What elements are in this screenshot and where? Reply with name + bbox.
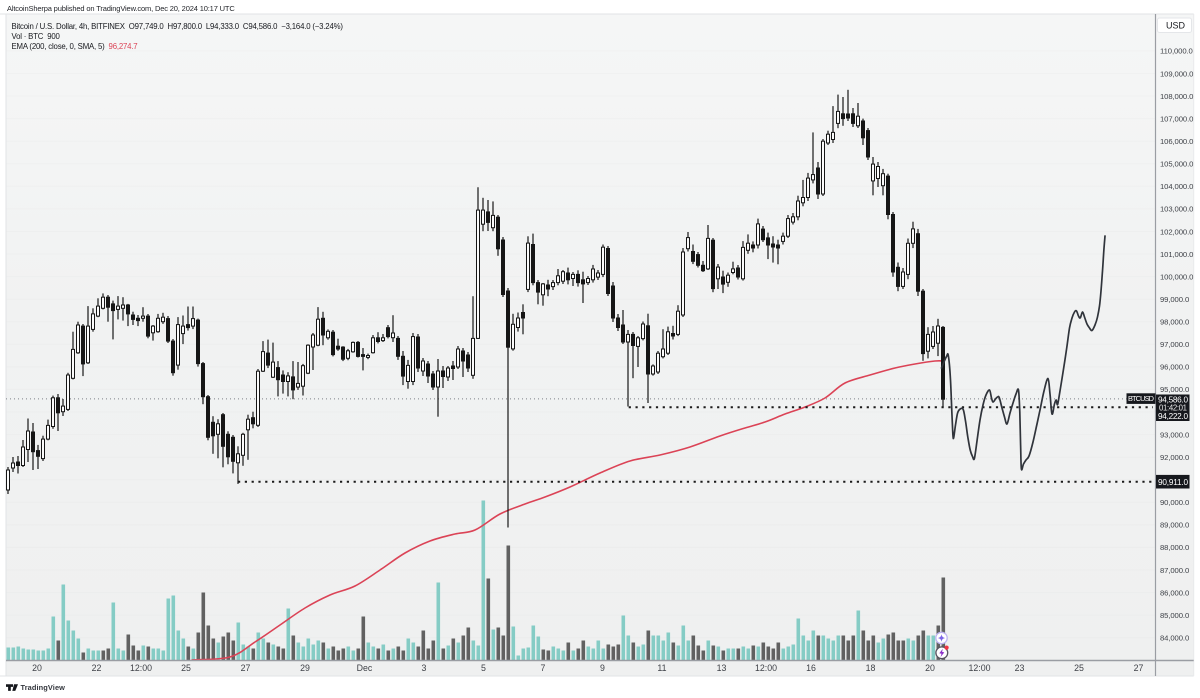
svg-text:108,000.0: 108,000.0 <box>1160 92 1193 101</box>
svg-text:88,000.0: 88,000.0 <box>1160 543 1189 552</box>
svg-text:12:00: 12:00 <box>755 663 777 673</box>
svg-text:3: 3 <box>422 663 427 673</box>
svg-text:89,000.0: 89,000.0 <box>1160 521 1189 530</box>
svg-text:97,000.0: 97,000.0 <box>1160 340 1189 349</box>
svg-text:93,000.0: 93,000.0 <box>1160 430 1189 439</box>
svg-text:109,000.0: 109,000.0 <box>1160 69 1193 78</box>
svg-text:92,000.0: 92,000.0 <box>1160 453 1189 462</box>
svg-text:95,000.0: 95,000.0 <box>1160 385 1189 394</box>
svg-text:87,000.0: 87,000.0 <box>1160 566 1189 575</box>
svg-text:7: 7 <box>541 663 546 673</box>
svg-text:16: 16 <box>806 663 816 673</box>
svg-text:27: 27 <box>1134 663 1144 673</box>
svg-text:20: 20 <box>925 663 935 673</box>
svg-text:25: 25 <box>1074 663 1084 673</box>
svg-text:85,000.0: 85,000.0 <box>1160 611 1189 620</box>
svg-text:9: 9 <box>600 663 605 673</box>
svg-text:11: 11 <box>657 663 666 673</box>
svg-text:94,586.0: 94,586.0 <box>1158 395 1188 404</box>
svg-text:23: 23 <box>1015 663 1025 673</box>
svg-text:18: 18 <box>866 663 876 673</box>
svg-text:101,000.0: 101,000.0 <box>1160 250 1193 259</box>
svg-text:94,222.0: 94,222.0 <box>1158 412 1188 421</box>
svg-text:105,000.0: 105,000.0 <box>1160 160 1193 169</box>
svg-text:86,000.0: 86,000.0 <box>1160 588 1189 597</box>
svg-text:84,000.0: 84,000.0 <box>1160 634 1189 643</box>
svg-text:90,911.0: 90,911.0 <box>1158 478 1188 487</box>
svg-text:13: 13 <box>717 663 727 673</box>
svg-text:29: 29 <box>300 663 310 673</box>
svg-text:27: 27 <box>241 663 251 673</box>
svg-text:106,000.0: 106,000.0 <box>1160 137 1193 146</box>
svg-text:96,000.0: 96,000.0 <box>1160 363 1189 372</box>
svg-text:12:00: 12:00 <box>968 663 990 673</box>
svg-text:25: 25 <box>181 663 191 673</box>
svg-text:103,000.0: 103,000.0 <box>1160 205 1193 214</box>
svg-text:22: 22 <box>92 663 102 673</box>
svg-text:107,000.0: 107,000.0 <box>1160 114 1193 123</box>
svg-text:99,000.0: 99,000.0 <box>1160 295 1189 304</box>
svg-text:01:42:01: 01:42:01 <box>1159 403 1187 412</box>
svg-text:98,000.0: 98,000.0 <box>1160 318 1189 327</box>
svg-text:110,000.0: 110,000.0 <box>1160 47 1193 56</box>
svg-text:5: 5 <box>481 663 486 673</box>
svg-text:12:00: 12:00 <box>130 663 152 673</box>
svg-text:USD: USD <box>1166 21 1186 31</box>
svg-text:20: 20 <box>32 663 42 673</box>
svg-text:Dec: Dec <box>357 663 373 673</box>
svg-text:BTCUSD: BTCUSD <box>1128 394 1154 403</box>
svg-text:102,000.0: 102,000.0 <box>1160 227 1193 236</box>
svg-text:90,000.0: 90,000.0 <box>1160 498 1189 507</box>
svg-text:100,000.0: 100,000.0 <box>1160 272 1193 281</box>
svg-text:104,000.0: 104,000.0 <box>1160 182 1193 191</box>
